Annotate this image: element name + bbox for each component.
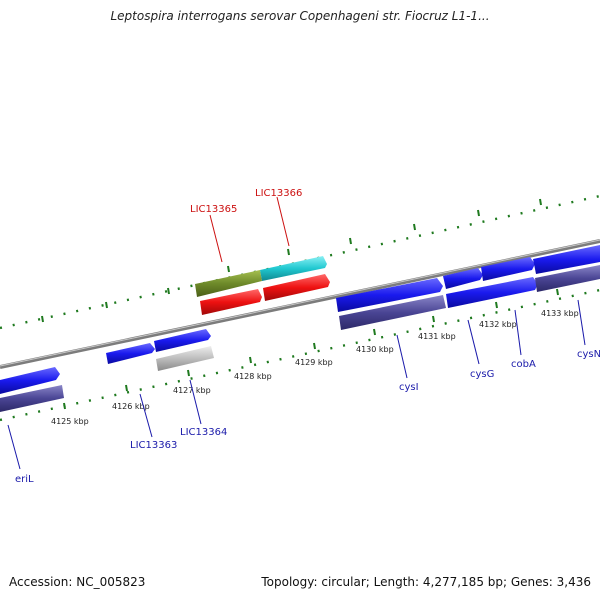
feature-cds-cysn[interactable] bbox=[535, 265, 600, 292]
tick-label: 4132 kbp bbox=[479, 320, 517, 329]
tick-label: 4126 kbp bbox=[112, 402, 150, 411]
gene-arrow-lic13363[interactable] bbox=[106, 343, 155, 364]
gene-arrow-lic13364[interactable] bbox=[154, 329, 211, 352]
feature-cds-left-partial[interactable] bbox=[0, 385, 64, 412]
gene-label-cysn[interactable]: cysN bbox=[577, 349, 600, 360]
tick-label: 4125 kbp bbox=[51, 417, 89, 426]
gene-label-cysg[interactable]: cysG bbox=[470, 369, 494, 380]
gene-arrow-left-partial[interactable] bbox=[0, 367, 60, 394]
gene-arrow-cysg-b[interactable] bbox=[481, 257, 535, 281]
gene-label-coba[interactable]: cobA bbox=[511, 359, 536, 370]
feature-cds-cyan[interactable] bbox=[260, 256, 327, 281]
gene-arrow-cysg-a[interactable] bbox=[443, 268, 483, 289]
gene-arrow-cysi[interactable] bbox=[336, 278, 443, 312]
gene-label-cysi[interactable]: cysI bbox=[399, 382, 419, 393]
upper-major-ticks bbox=[41, 198, 542, 323]
gene-arrow-lic13366[interactable] bbox=[263, 274, 330, 301]
gene-label-eril[interactable]: eriL bbox=[15, 474, 34, 485]
tick-label: 4127 kbp bbox=[173, 386, 211, 395]
label-leader-lines bbox=[7, 196, 586, 470]
feature-cds-cysi[interactable] bbox=[339, 295, 446, 330]
gene-arrow-coba[interactable] bbox=[446, 277, 538, 308]
tick-label: 4131 kbp bbox=[418, 332, 456, 341]
forward-strand-features bbox=[0, 245, 600, 412]
lower-major-ticks bbox=[63, 288, 559, 410]
genome-backbone bbox=[0, 239, 600, 369]
tick-label: 4130 kbp bbox=[356, 345, 394, 354]
gene-arrow-lic13365[interactable] bbox=[200, 289, 262, 315]
tick-label: 4128 kbp bbox=[234, 372, 272, 381]
topology-text: Topology: circular; Length: 4,277,185 bp… bbox=[261, 575, 591, 589]
feature-pseudo-grey[interactable] bbox=[156, 346, 214, 371]
page-title: Leptospira interrogans serovar Copenhage… bbox=[110, 9, 490, 23]
accession-text: Accession: NC_005823 bbox=[9, 575, 146, 589]
gene-arrow-cysn[interactable] bbox=[533, 245, 600, 274]
tick-label: 4133 kbp bbox=[541, 309, 579, 318]
gene-label-lic13364[interactable]: LIC13364 bbox=[180, 427, 227, 438]
reverse-strand-features bbox=[195, 256, 330, 315]
gene-label-lic13365[interactable]: LIC13365 bbox=[190, 204, 237, 215]
feature-cds-olive[interactable] bbox=[195, 270, 262, 297]
gene-label-lic13363[interactable]: LIC13363 bbox=[130, 440, 177, 451]
genome-backbone-highlight bbox=[0, 239, 600, 367]
tick-label: 4129 kbp bbox=[295, 358, 333, 367]
lower-tick-ruler bbox=[0, 288, 600, 422]
gene-label-lic13366[interactable]: LIC13366 bbox=[255, 188, 302, 199]
